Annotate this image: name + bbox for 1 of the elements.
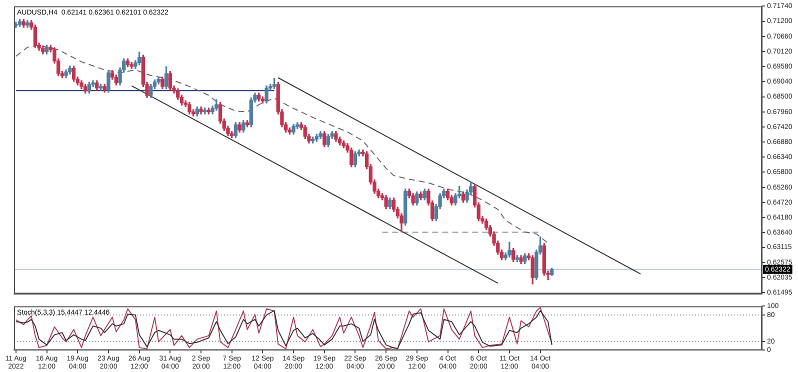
line-series	[15, 44, 549, 244]
